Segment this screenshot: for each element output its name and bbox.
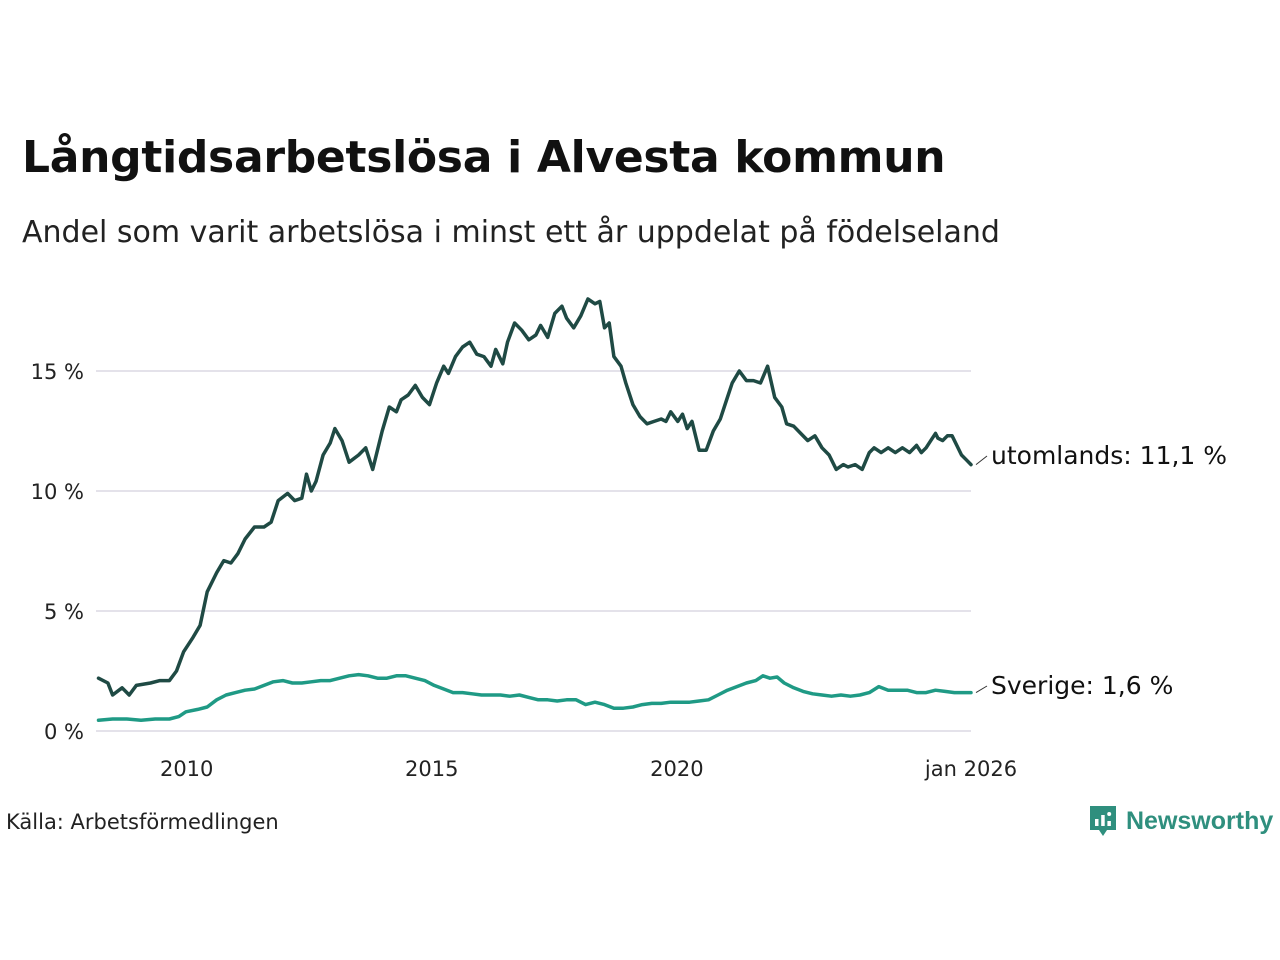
brand-logo: Newsworthy <box>1088 804 1273 838</box>
y-tick-label: 10 % <box>31 480 84 504</box>
x-tick-label: 2010 <box>160 757 213 781</box>
source-note: Källa: Arbetsförmedlingen <box>6 810 279 834</box>
chart-title: Långtidsarbetslösa i Alvesta kommun <box>22 132 946 183</box>
end-label-sverige: Sverige: 1,6 % <box>991 671 1173 700</box>
x-tick-label: jan 2026 <box>924 757 1017 781</box>
y-axis: 0 % 5 % 10 % 15 % <box>31 360 84 744</box>
end-label-leader <box>975 685 988 694</box>
series-end-labels: utomlands: 11,1 % Sverige: 1,6 % <box>975 441 1227 700</box>
end-label-utomlands: utomlands: 11,1 % <box>991 441 1227 470</box>
grid-lines <box>96 370 971 732</box>
chart-subtitle: Andel som varit arbetslösa i minst ett å… <box>22 215 1000 250</box>
series-lines <box>96 297 973 722</box>
end-label-leader <box>975 455 988 465</box>
x-tick-label: 2020 <box>650 757 703 781</box>
newsworthy-logo-icon <box>1090 806 1116 836</box>
y-tick-label: 15 % <box>31 360 84 384</box>
y-tick-label: 5 % <box>44 600 84 624</box>
brand-name: Newsworthy <box>1126 806 1274 835</box>
series-line-utomlands <box>96 297 973 697</box>
y-tick-label: 0 % <box>44 720 84 744</box>
x-tick-label: 2015 <box>405 757 458 781</box>
x-axis: 2010 2015 2020 jan 2026 <box>160 757 1017 781</box>
series-line-sverige <box>96 672 973 722</box>
